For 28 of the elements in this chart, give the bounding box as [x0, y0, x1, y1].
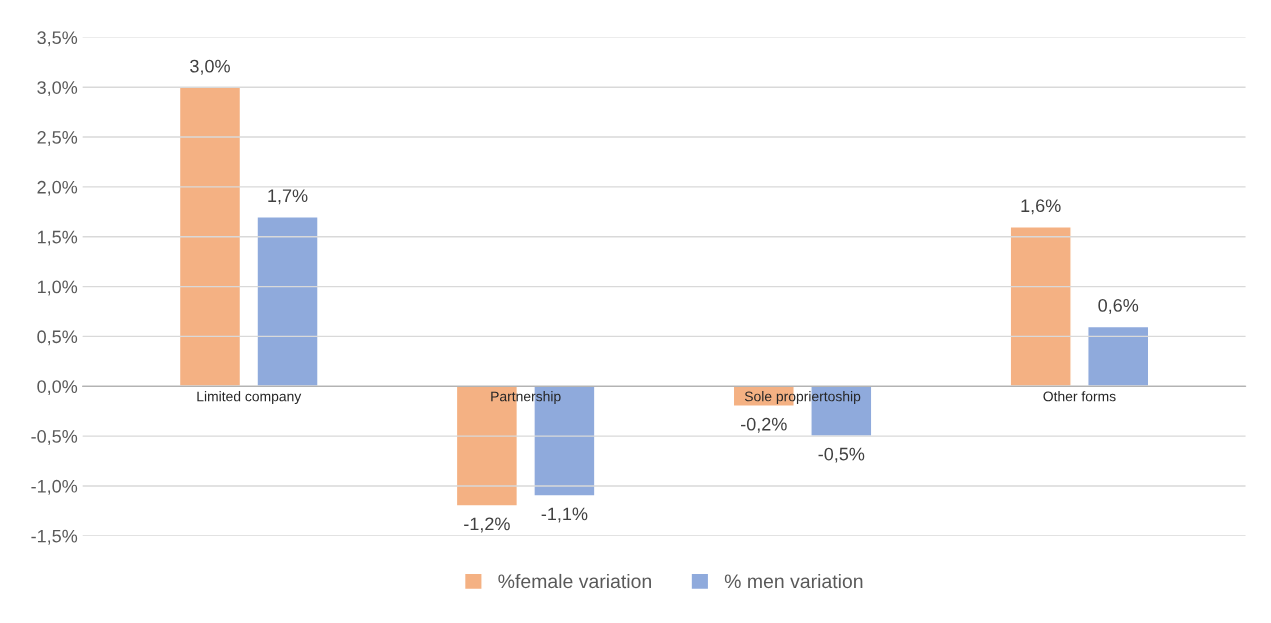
data-label: 3,0%: [190, 59, 230, 75]
data-label: 1,7%: [268, 189, 308, 205]
x-tick-label: Other forms: [1043, 391, 1116, 402]
y-tick-label: 3,0%: [37, 81, 78, 97]
x-tick-label: Partnership: [491, 391, 561, 405]
bar: [256, 216, 319, 387]
data-label: -0,5%: [818, 447, 865, 463]
data-label: -0,2%: [741, 417, 787, 433]
y-tick-label: -1,0%: [31, 479, 78, 495]
y-tick-label: -0,5%: [31, 430, 78, 445]
x-tick-label: Limited company: [197, 391, 302, 405]
y-tick-label: 1,0%: [37, 280, 78, 296]
bar: [178, 86, 242, 387]
data-label: 0,6%: [1098, 298, 1139, 314]
data-label: -1,2%: [464, 517, 510, 533]
y-tick-label: 1,5%: [37, 230, 78, 246]
y-tick-label: 0,5%: [37, 330, 78, 346]
bar: [1009, 226, 1072, 387]
legend-label: % men variation: [724, 573, 863, 589]
bar: [1087, 325, 1150, 387]
y-tick-label: -1,5%: [31, 529, 78, 545]
data-label: 1,6%: [1021, 199, 1061, 215]
y-tick-label: 3,5%: [37, 31, 78, 47]
data-label: -1,1%: [541, 507, 588, 523]
legend-label: %female variation: [498, 573, 651, 589]
y-tick-label: 2,0%: [37, 180, 78, 196]
y-tick-label: 0,0%: [37, 380, 78, 396]
y-tick-label: 2,5%: [37, 130, 78, 146]
